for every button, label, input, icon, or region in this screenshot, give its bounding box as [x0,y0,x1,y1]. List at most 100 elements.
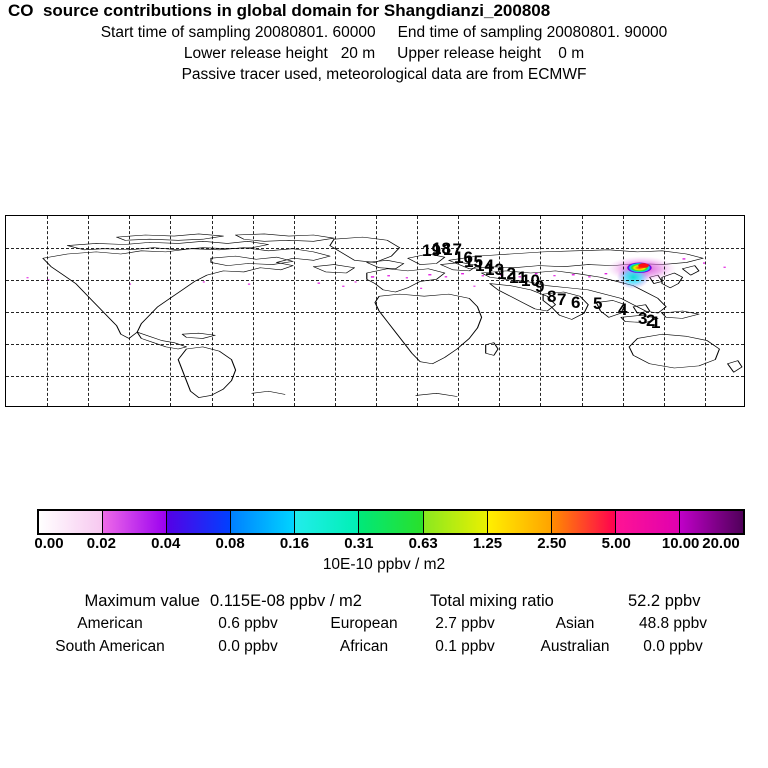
colorbar-tick-5: 0.31 [344,535,374,552]
map-gridline-lon-16 [663,216,665,406]
colorbar-tick-labels: 0.00 0.02 0.04 0.08 0.16 0.31 0.63 1.25 2.50 5.00… [0,535,768,555]
map-gridline-lat-3 [6,312,744,313]
trajectory-day-label-3: 3 [638,309,648,328]
trajectory-day-label-2: 2 [646,311,656,330]
header-line-sampling: Start time of sampling 20080801. 60000 En… [0,22,768,43]
colorbar-segment-8 [551,511,616,533]
maximum-value-label: Maximum value [84,592,200,610]
stats-row-1: American 0.6 ppbv European 2.7 ppbv Asia… [0,615,768,638]
trajectory-day-label-7: 7 [557,290,567,309]
header-line-heights: Lower release height 20 m Upper release h… [0,43,768,64]
trajectory-day-label-15: 15 [464,252,483,271]
colorbar-segment-1 [103,511,168,533]
region-label-american: American [77,615,143,632]
map-gridline-lon-14 [581,216,583,406]
stats-row-summary: Maximum value 0.115E-08 ppbv / m2 Total … [0,592,768,615]
colorbar-tick-6: 0.63 [408,535,438,552]
colorbar-tick-8: 2.50 [537,535,567,552]
trajectory-day-label-10: 10 [521,271,540,290]
region-value-south-american: 0.0 ppbv [218,638,278,655]
colorbar-segment-3 [231,511,296,533]
world-map-panel: 19 18 17 16 15 14 13 12 11 10 9 8 7 6 5 4 3 2 1 [5,215,745,407]
colorbar-segment-7 [487,511,552,533]
concentration-plume-layer [26,256,726,289]
map-gridline-lon-5 [211,216,213,406]
trajectory-day-label-17: 17 [443,240,462,259]
map-gridline-lon-13 [540,216,542,406]
trajectory-day-label-11: 11 [509,268,527,287]
trajectory-day-label-5: 5 [593,294,603,313]
region-value-american: 0.6 ppbv [218,615,278,632]
trajectory-day-label-13: 13 [485,260,504,279]
header-block: CO source contributions in global domain… [0,0,768,85]
map-gridline-lat-2 [6,280,744,281]
trajectory-day-label-18: 18 [432,239,451,258]
trajectory-day-label-12: 12 [497,264,516,283]
region-label-asian: Asian [555,615,595,632]
colorbar-tick-3: 0.08 [215,535,245,552]
map-gridline-lon-15 [622,216,624,406]
colorbar-segment-2 [167,511,232,533]
trajectory-day-label-19: 19 [422,241,441,260]
colorbar-tick-9: 5.00 [601,535,631,552]
region-label-african: African [339,638,389,655]
trajectory-day-label-14: 14 [475,256,494,275]
map-gridline-lon-2 [88,216,90,406]
page-title: CO source contributions in global domain… [8,1,551,20]
trajectory-day-label-9: 9 [535,277,545,296]
end-time-text: End time of sampling 20080801. 90000 [397,24,668,41]
map-gridline-lon-4 [170,216,172,406]
region-label-european: European [330,615,398,632]
colorbar-segment-9 [615,511,680,533]
map-gridline-lon-3 [129,216,131,406]
map-gridline-lon-9 [376,216,377,406]
map-gridline-lon-7 [293,216,295,406]
lower-release-height-text: Lower release height 20 m [183,45,376,62]
trajectory-day-label-1: 1 [651,313,661,332]
map-gridline-lon-17 [704,216,706,406]
colorbar-tick-0: 0.00 [34,535,64,552]
trajectory-day-label-6: 6 [571,293,581,312]
total-mixing-ratio-label: Total mixing ratio [430,592,554,610]
colorbar-unit-label: 10E-10 ppbv / m2 [322,556,446,573]
header-line-tracer: Passive tracer used, meteorological data… [181,66,587,83]
region-value-asian: 48.8 ppbv [638,615,708,632]
map-gridline-lon-12 [499,216,501,406]
statistics-block: Maximum value 0.115E-08 ppbv / m2 Total … [0,592,768,661]
colorbar [37,509,745,535]
map-inner: 19 18 17 16 15 14 13 12 11 10 9 8 7 6 5 4 3 2 1 [6,216,744,406]
stats-row-2: South American 0.0 ppbv African 0.1 ppbv… [0,638,768,661]
start-time-text: Start time of sampling 20080801. 60000 [100,24,376,41]
colorbar-segment-10 [679,511,744,533]
map-gridline-lon-6 [252,216,254,406]
region-value-european: 2.7 ppbv [435,615,495,632]
colorbar-tick-2: 0.04 [151,535,181,552]
map-gridline-lat-5 [6,376,744,377]
map-gridline-lon-8 [334,216,336,406]
colorbar-tick-7: 1.25 [472,535,503,552]
colorbar-segment-6 [423,511,488,533]
region-value-australian: 0.0 ppbv [643,638,703,655]
total-mixing-ratio-value: 52.2 ppbv [628,592,701,610]
colorbar-segment-0 [39,511,104,533]
trajectory-day-label-8: 8 [547,287,557,306]
trajectory-day-label-4: 4 [618,300,628,319]
trajectory-day-label-16: 16 [454,248,473,267]
colorbar-tick-1: 0.02 [86,535,116,552]
maximum-value: 0.115E-08 ppbv / m2 [210,592,362,610]
colorbar-tick-11: 20.00 [702,535,740,552]
region-label-australian: Australian [540,638,610,655]
map-gridline-lat-4 [6,344,744,345]
upper-release-height-text: Upper release height 0 m [397,45,585,62]
colorbar-segment-4 [295,511,360,533]
colorbar-segment-5 [359,511,424,533]
map-gridline-lon-10 [417,216,419,406]
region-value-african: 0.1 ppbv [435,638,495,655]
map-gridline-lon-1 [47,216,49,406]
region-label-south-american: South American [55,638,165,655]
colorbar-tick-4: 0.16 [279,535,310,552]
coastline-layer [42,233,743,398]
map-gridline-lat-1 [6,248,744,249]
colorbar-tick-10: 10.00 [661,535,700,552]
